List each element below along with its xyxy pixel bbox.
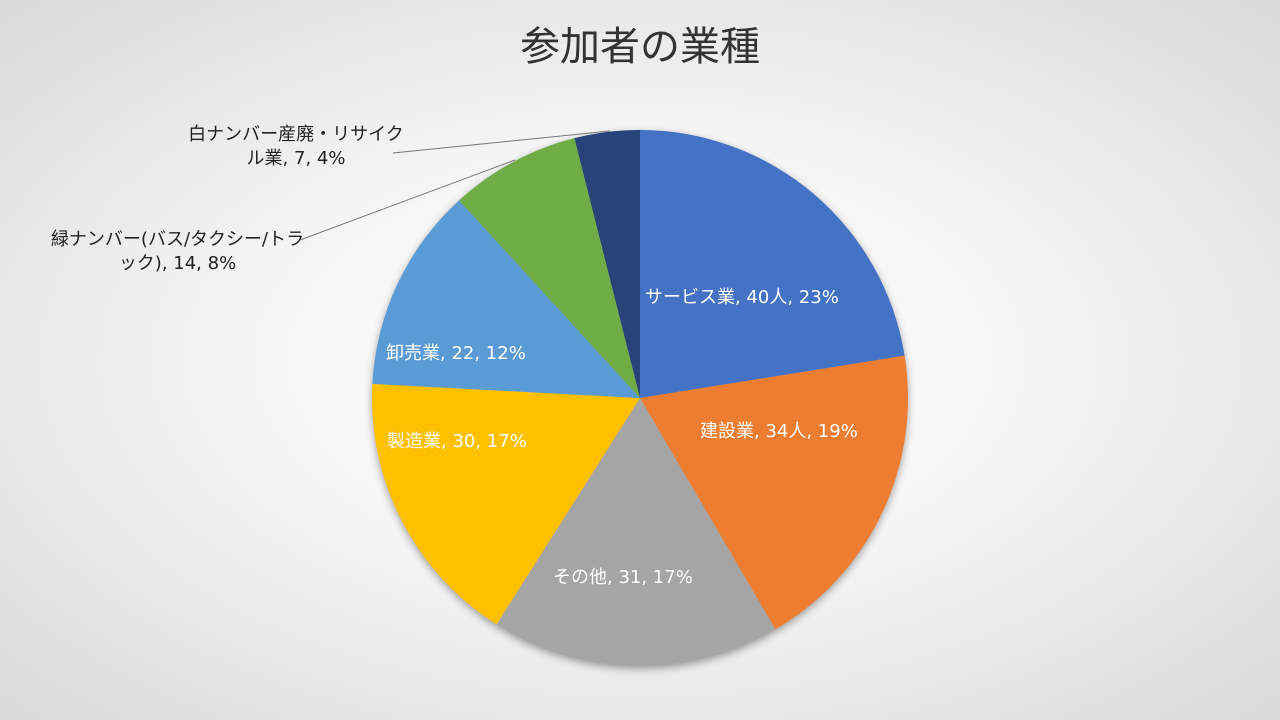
data-label: 建設業, 34人, 19% <box>700 421 858 442</box>
leader-line <box>299 159 516 241</box>
leader-line <box>392 130 611 154</box>
data-label: 緑ナンバー(バス/タクシー/トラック), 14, 8% <box>50 229 305 274</box>
pie-slice <box>372 383 640 625</box>
data-label: 卸売業, 22, 12% <box>386 343 526 364</box>
data-label: その他, 31, 17% <box>553 567 693 588</box>
data-label: サービス業, 40人, 23% <box>645 287 839 308</box>
pie-slice <box>496 398 776 666</box>
pie-slice <box>372 200 640 398</box>
pie-slice <box>459 138 640 399</box>
chart-title: 参加者の業種 <box>520 24 760 70</box>
pie-slice <box>640 355 908 630</box>
pie-slice <box>640 130 905 398</box>
data-label: 製造業, 30, 17% <box>387 431 527 452</box>
data-label: 白ナンバー産廃・リサイクル業, 7, 4% <box>188 124 404 169</box>
pie-slice <box>574 130 640 398</box>
